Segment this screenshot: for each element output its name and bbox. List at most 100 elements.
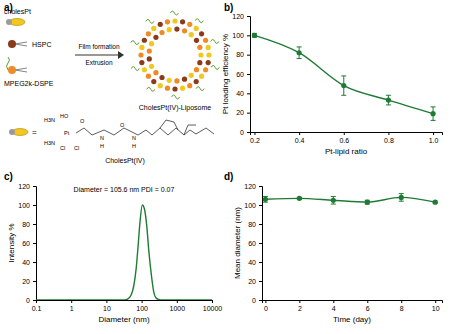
- g: 10: [432, 300, 440, 312]
- error-bar: [386, 95, 391, 105]
- y-tick-label: 0: [240, 129, 244, 136]
- y-axis: 020406080100120: [18, 183, 36, 304]
- marker: [263, 197, 268, 202]
- x-tick: [388, 132, 389, 135]
- y-tick-label: 60: [22, 240, 30, 247]
- g: 20: [248, 278, 262, 285]
- g: 4: [332, 300, 336, 312]
- peg-chain: [195, 19, 203, 23]
- x-axis: 0 2 4 6 8 10: [263, 300, 443, 312]
- axis-line: [263, 301, 443, 304]
- error-bar: [297, 47, 302, 59]
- lipid-bead: [146, 31, 151, 36]
- x-axis: 0.1110100100010000: [32, 300, 223, 312]
- x-tick-label: 4: [332, 305, 336, 312]
- y-axis-title: Mean diameter (nm): [233, 207, 242, 279]
- lipid-bead: [182, 28, 187, 33]
- lipid-bead: [194, 38, 199, 43]
- g: 6: [366, 300, 370, 312]
- y-axis-title: Pt loading efficiency %: [221, 34, 230, 114]
- marker: [341, 83, 346, 88]
- y-tick: [247, 35, 250, 36]
- diagram-label: CholesPt(IV): [105, 157, 145, 165]
- y-tick-label: 40: [236, 90, 244, 97]
- g: 0.4: [295, 132, 305, 144]
- y-tick: [259, 224, 262, 225]
- lipid-bead: [138, 52, 143, 57]
- panel-label: d): [224, 171, 233, 182]
- lipid-bead: [206, 45, 211, 50]
- marker: [297, 196, 302, 201]
- y-tick: [259, 243, 262, 244]
- lipid-bead: [165, 86, 170, 91]
- lipid-bead: [187, 22, 192, 27]
- y-tick-label: 20: [22, 278, 30, 285]
- x-axis-title: Diameter (nm): [98, 315, 149, 324]
- lipid-bead: [199, 31, 204, 36]
- y-tick-label: 80: [248, 221, 256, 228]
- y-tick: [33, 243, 36, 244]
- y-tick-label: 120: [244, 183, 256, 190]
- peg-chain: [211, 65, 219, 69]
- x-tick-label: 8: [400, 305, 404, 312]
- atom-label: Pt: [64, 130, 70, 136]
- lipid-tail: [15, 42, 27, 46]
- lipid-bead: [167, 78, 172, 83]
- lipid-bead: [142, 38, 147, 43]
- axis-line: [33, 187, 37, 301]
- y-tick-label: 80: [22, 221, 30, 228]
- pt-head: [6, 19, 12, 25]
- peg-chain: [7, 57, 10, 70]
- lipid-bead: [174, 78, 179, 83]
- lipid-bead: [182, 77, 187, 82]
- lipid-bead: [203, 38, 208, 43]
- x-tick: [401, 300, 402, 303]
- y-tick-label: 60: [248, 240, 256, 247]
- g: 0.8: [384, 132, 394, 144]
- x-axis-title: Time (day): [333, 315, 371, 324]
- y-tick: [259, 281, 262, 282]
- g: 80: [236, 51, 250, 58]
- g: 2: [298, 300, 302, 312]
- lipid-bead: [180, 86, 185, 91]
- lipid-bead: [189, 73, 194, 78]
- x-tick-label: 1: [70, 305, 74, 312]
- peg-chain: [131, 67, 139, 71]
- lipid-tail: [15, 68, 27, 72]
- x-axis-title: Pt-lipid ratio: [325, 147, 368, 156]
- g: 40: [236, 90, 250, 97]
- y-tick: [259, 262, 262, 263]
- g: 100: [18, 202, 36, 209]
- lipid-bead: [158, 83, 163, 88]
- equals: =: [32, 128, 37, 137]
- x-tick: [299, 132, 300, 135]
- lipid-bead: [151, 79, 156, 84]
- error-bar: [252, 33, 257, 37]
- g: 40: [22, 259, 36, 266]
- lipid-bead: [165, 19, 170, 24]
- diagram-label: CholesPt(IV)-Liposome: [139, 104, 211, 112]
- g: 10: [103, 300, 111, 312]
- x-tick-label: 100: [136, 305, 148, 312]
- y-tick-label: 60: [236, 71, 244, 78]
- lipid-bead: [172, 86, 177, 91]
- g: 0: [26, 297, 36, 304]
- diagram-label: Extrusion: [85, 59, 112, 66]
- y-tick-label: 80: [236, 51, 244, 58]
- arrow-head: [118, 51, 124, 59]
- lipid-bead: [194, 79, 199, 84]
- panel-label: c): [4, 171, 13, 182]
- atom-label: H3N: [44, 117, 55, 123]
- x-tick: [299, 300, 300, 303]
- g: 0: [240, 129, 250, 136]
- atom-label: N: [132, 135, 136, 141]
- x-tick-label: 0: [264, 305, 268, 312]
- y-tick: [33, 262, 36, 263]
- lipid-bead: [158, 22, 163, 27]
- y-tick: [33, 281, 36, 282]
- y-tick: [247, 113, 250, 114]
- g: 1: [70, 300, 74, 312]
- lipid-bead: [151, 26, 156, 31]
- lipid-bead: [167, 27, 172, 32]
- y-tick-label: 40: [22, 259, 30, 266]
